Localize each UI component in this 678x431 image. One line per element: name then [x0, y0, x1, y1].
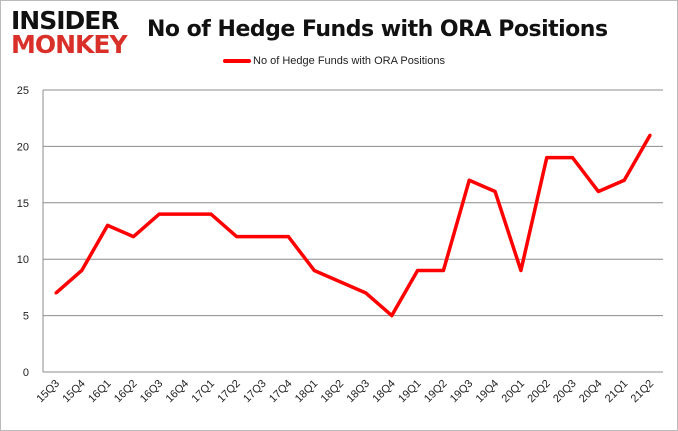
data-point	[106, 223, 110, 227]
x-tick-label: 19Q2	[422, 378, 450, 406]
x-tick-label: 16Q1	[86, 378, 114, 406]
data-point	[648, 133, 652, 137]
data-point	[493, 190, 497, 194]
x-tick-label: 16Q3	[138, 378, 166, 406]
x-tick-label: 15Q4	[60, 378, 88, 406]
data-point	[131, 235, 135, 239]
logo-line2: MONKEY	[11, 30, 128, 59]
data-point	[54, 291, 58, 295]
data-point	[286, 235, 290, 239]
x-tick-label: 17Q1	[190, 378, 218, 406]
x-tick-label: 21Q1	[603, 378, 631, 406]
x-tick-label: 18Q4	[370, 378, 398, 406]
legend-swatch	[223, 59, 251, 63]
x-tick-label: 18Q2	[319, 378, 347, 406]
data-point	[519, 268, 523, 272]
data-point	[209, 212, 213, 216]
data-point	[416, 268, 420, 272]
data-point	[571, 156, 575, 160]
series-line	[54, 134, 652, 318]
data-point	[596, 190, 600, 194]
x-tick-label: 17Q4	[267, 378, 295, 406]
insider-monkey-logo: INSIDER MONKEY	[11, 6, 128, 59]
y-tick-label: 15	[17, 198, 29, 210]
x-tick-label: 17Q3	[241, 378, 269, 406]
y-tick-label: 5	[23, 311, 29, 323]
y-tick-label: 20	[17, 141, 29, 153]
x-tick-label: 16Q2	[112, 378, 140, 406]
data-point	[261, 235, 265, 239]
legend-label: No of Hedge Funds with ORA Positions	[253, 55, 445, 67]
data-point	[235, 235, 239, 239]
x-tick-label: 18Q3	[345, 378, 373, 406]
data-point	[364, 291, 368, 295]
data-point	[390, 314, 394, 318]
x-tick-label: 19Q1	[396, 378, 424, 406]
x-tick-label: 16Q4	[164, 378, 192, 406]
data-point	[545, 156, 549, 160]
x-tick-label: 20Q1	[500, 378, 528, 406]
x-tick-label: 17Q2	[215, 378, 243, 406]
x-tick-label: 20Q4	[577, 378, 605, 406]
x-tick-label: 18Q1	[293, 378, 321, 406]
x-tick-label: 20Q3	[551, 378, 579, 406]
data-point	[622, 178, 626, 182]
logo-line1: INSIDER	[11, 6, 120, 35]
y-tick-label: 0	[23, 367, 29, 379]
data-point	[157, 212, 161, 216]
x-tick-label: 15Q3	[35, 378, 63, 406]
data-point	[80, 268, 84, 272]
data-point	[183, 212, 187, 216]
chart-title: No of Hedge Funds with ORA Positions	[147, 17, 608, 42]
data-point	[312, 268, 316, 272]
data-point	[467, 178, 471, 182]
y-tick-label: 10	[17, 254, 29, 266]
data-point	[441, 268, 445, 272]
y-tick-label: 25	[17, 85, 29, 97]
x-tick-label: 20Q2	[525, 378, 553, 406]
data-point	[338, 280, 342, 284]
legend: No of Hedge Funds with ORA Positions	[223, 55, 445, 67]
x-tick-label: 19Q3	[448, 378, 476, 406]
x-tick-label: 21Q2	[629, 378, 657, 406]
x-tick-label: 19Q4	[474, 378, 502, 406]
